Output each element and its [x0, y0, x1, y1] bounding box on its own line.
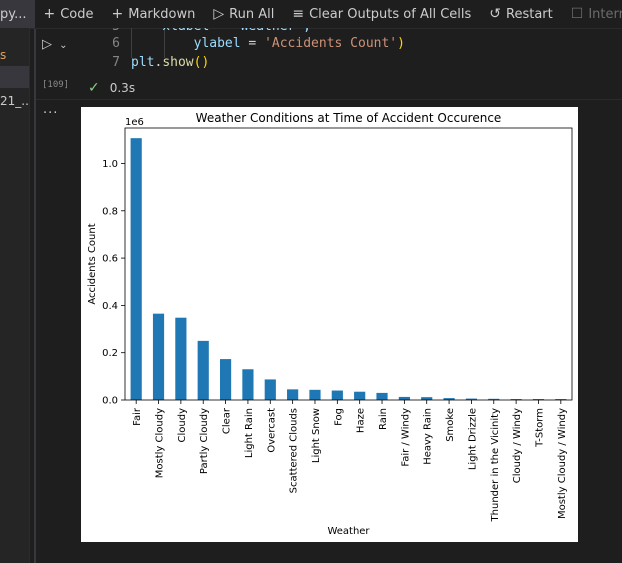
x-tick-label: Fair / Windy — [400, 408, 411, 467]
explorer-item-selected[interactable] — [0, 66, 29, 88]
explorer-item[interactable]: s — [0, 48, 7, 62]
code-line: ylabel = 'Accidents Count') — [193, 36, 405, 51]
y-tick-label: 1.0 — [102, 159, 118, 170]
run-icon: ▷ — [42, 37, 52, 52]
x-tick-label: Partly Cloudy — [199, 408, 210, 474]
plus-icon: + — [43, 6, 56, 22]
x-tick-label: Rain — [378, 408, 389, 430]
check-icon: ✓ — [88, 80, 100, 96]
x-tick-label: T-Storm — [534, 408, 545, 448]
bar — [197, 340, 209, 400]
bar — [242, 369, 254, 400]
code-editor[interactable]: 5 xlabel = 'Weather', 6 ylabel = 'Accide… — [96, 28, 622, 76]
clear-outputs-button[interactable]: ≡ Clear Outputs of All Cells — [292, 6, 472, 22]
plus-icon: + — [111, 6, 124, 22]
x-tick-label: Clear — [222, 407, 233, 434]
y-axis-label: Accidents Count — [87, 223, 98, 304]
code-line: xlabel = 'Weather', — [131, 28, 311, 34]
x-tick-label: Light Rain — [244, 408, 255, 458]
execution-count: [109] — [42, 80, 70, 90]
restart-button[interactable]: ↺ Restart — [489, 6, 553, 22]
line-number: 7 — [112, 55, 120, 70]
bar — [555, 399, 567, 400]
notebook-toolbar: py... + Code + Markdown ▷ Run All ≡ Clea… — [0, 0, 622, 29]
line-number: 6 — [112, 36, 120, 51]
restart-icon: ↺ — [489, 6, 502, 22]
bar — [264, 379, 276, 400]
y-tick-label: 0.0 — [102, 396, 118, 407]
code-cell[interactable]: ▷ ⌄ [109] 5 xlabel = 'Weather', 6 ylabel… — [36, 28, 622, 96]
cell-status: ✓ 0.3s — [88, 80, 135, 96]
bar — [532, 399, 545, 400]
x-tick-label: Cloudy / Windy — [512, 408, 523, 483]
add-markdown-cell-button[interactable]: + Markdown — [111, 6, 196, 22]
bar — [398, 396, 410, 400]
x-tick-label: Mostly Cloudy — [155, 408, 166, 478]
x-tick-label: Mostly Cloudy / Windy — [557, 408, 568, 519]
bar — [152, 313, 165, 400]
cell-output: Weather Conditions at Time of Accident O… — [81, 107, 578, 542]
interrupt-button[interactable]: ☐ Interrupt — [570, 6, 622, 22]
bar — [175, 317, 187, 400]
code-line: plt.show() — [131, 55, 210, 70]
indent-guide — [164, 28, 165, 58]
bar — [219, 359, 232, 400]
bar — [376, 392, 388, 400]
x-tick-label: Thunder in the Vicinity — [490, 408, 501, 523]
y-tick-label: 0.2 — [102, 348, 118, 359]
add-code-cell-button[interactable]: + Code — [43, 6, 94, 22]
tab-filename[interactable]: py... — [0, 0, 35, 28]
bar — [130, 138, 142, 400]
axis-offset-text: 1e6 — [125, 117, 144, 128]
chevron-down-icon: ⌄ — [59, 40, 68, 51]
bar-chart: Weather Conditions at Time of Accident O… — [87, 111, 573, 537]
line-number: 5 — [96, 28, 120, 34]
y-tick-label: 0.4 — [102, 301, 118, 312]
run-cell-button[interactable]: ▷ ⌄ — [42, 37, 68, 52]
x-tick-label: Fair — [132, 407, 143, 426]
run-all-button[interactable]: ▷ Run All — [213, 6, 275, 22]
x-tick-label: Heavy Rain — [423, 408, 434, 465]
x-tick-label: Scattered Clouds — [289, 408, 300, 493]
bar — [287, 389, 299, 400]
stop-icon: ☐ — [570, 6, 584, 22]
cell-gutter — [34, 28, 36, 563]
x-tick-label: Fog — [333, 408, 344, 426]
more-actions-icon[interactable]: ··· — [43, 106, 59, 121]
bar — [443, 398, 455, 400]
x-tick-label: Smoke — [445, 408, 456, 442]
explorer-item[interactable]: 21_... — [0, 94, 29, 108]
y-tick-label: 0.6 — [102, 254, 118, 265]
run-all-icon: ▷ — [213, 6, 225, 22]
clear-all-icon: ≡ — [292, 6, 305, 22]
bar — [421, 397, 433, 400]
plot-frame — [124, 127, 573, 401]
x-tick-label: Overcast — [266, 408, 277, 453]
x-tick-label: Haze — [356, 408, 367, 433]
x-tick-label: Light Snow — [311, 408, 322, 463]
bar — [309, 389, 321, 400]
indent-guide — [131, 28, 132, 58]
bar — [331, 390, 343, 400]
bar — [465, 398, 478, 400]
x-axis-label: Weather — [327, 526, 370, 537]
chart-title: Weather Conditions at Time of Accident O… — [196, 111, 502, 125]
explorer-sidebar: s 21_... — [0, 0, 30, 563]
bar — [510, 399, 522, 400]
x-tick-label: Cloudy — [177, 408, 188, 443]
execution-duration: 0.3s — [109, 81, 136, 95]
bar — [488, 398, 500, 400]
bar — [354, 391, 366, 400]
y-tick-label: 0.8 — [102, 206, 118, 217]
x-tick-label: Light Drizzle — [467, 408, 478, 470]
cell-divider — [36, 99, 622, 100]
